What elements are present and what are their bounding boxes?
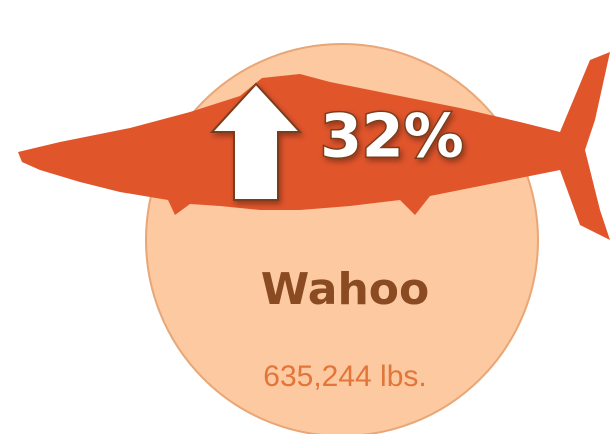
- species-name: Wahoo: [261, 264, 429, 315]
- infographic: 32% Wahoo 635,244 lbs.: [0, 0, 610, 434]
- catch-weight: 635,244 lbs.: [263, 360, 426, 393]
- change-percent: 32%: [320, 102, 464, 172]
